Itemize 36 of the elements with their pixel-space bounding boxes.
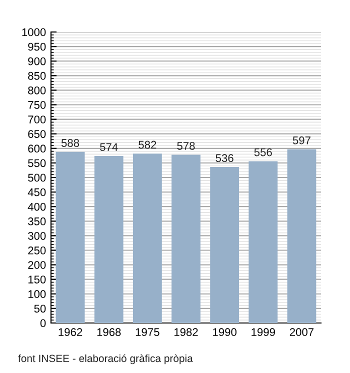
x-tick-label: 1990 (213, 328, 236, 336)
data-label: 556 (254, 148, 272, 156)
x-tick-label: 1975 (136, 328, 160, 336)
x-tick-label: 1962 (58, 328, 82, 336)
x-tick-label: 1968 (97, 328, 121, 336)
y-tick-label: 700 (28, 116, 46, 124)
y-tick-label: 650 (28, 130, 46, 138)
x-tick-label: 1999 (252, 328, 275, 336)
y-tick-label: 300 (28, 232, 46, 240)
text: font INSEE - elaboració gràfica pròpia (18, 354, 193, 364)
y-tick-label: 600 (28, 144, 46, 153)
y-tick-label: 200 (28, 261, 46, 269)
data-label: 588 (61, 139, 80, 147)
y-tick-label: 100 (28, 290, 46, 298)
data-label: 574 (100, 143, 118, 151)
data-label: 582 (138, 140, 156, 149)
y-tick-label: 450 (28, 188, 46, 196)
y-tick-label: 0 (40, 319, 46, 328)
y-tick-label: 850 (28, 72, 46, 80)
x-tick-label: 2007 (290, 328, 314, 336)
y-tick-label: 50 (34, 304, 46, 313)
y-tick-label: 550 (28, 159, 46, 168)
y-tick-label: 900 (28, 57, 46, 66)
y-tick-label: 350 (28, 217, 46, 226)
y-tick-label: 150 (28, 276, 46, 284)
y-tick-label: 250 (28, 246, 46, 254)
y-tick-label: 800 (28, 86, 46, 94)
y-tick-label: 400 (28, 202, 46, 211)
y-tick-label: 750 (28, 101, 46, 109)
y-tick-label: 500 (28, 174, 46, 182)
y-tick-label: 1000 (22, 28, 46, 36)
data-label: 597 (292, 136, 310, 144)
data-label: 536 (216, 154, 234, 162)
data-label: 578 (177, 142, 195, 150)
x-tick-label: 1982 (174, 328, 198, 336)
y-tick-label: 950 (28, 42, 46, 51)
